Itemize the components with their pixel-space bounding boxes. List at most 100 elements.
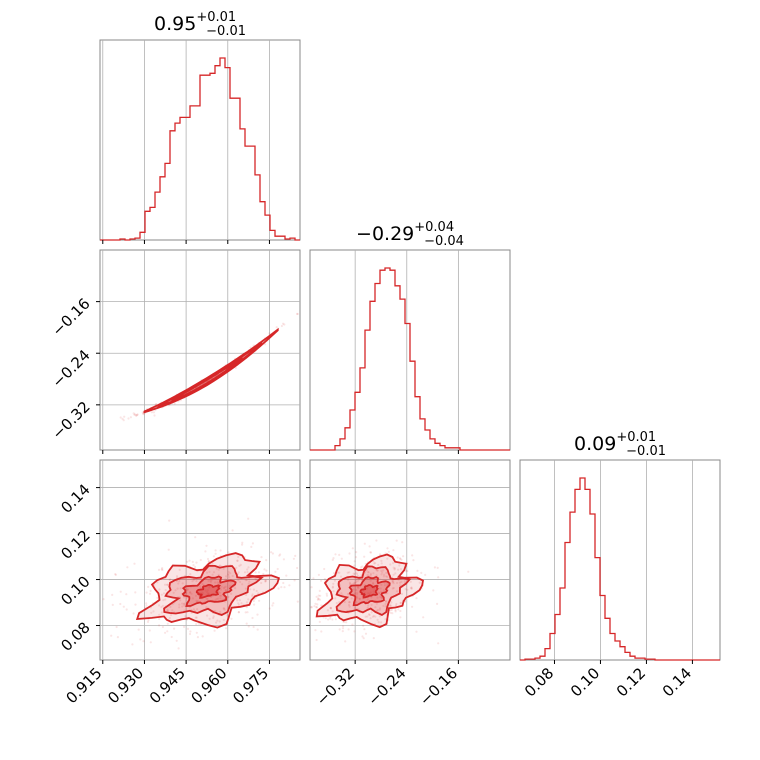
pair-p0-p2-point [219,564,222,567]
pair-p0-p2-point [245,606,248,609]
y-tick-label-p1: −0.16 [48,295,93,340]
pair-p1-p2-point [353,572,356,576]
pair-p0-p2-point [164,598,167,601]
pair-p0-p1-point [122,419,125,422]
pair-p1-p2-point [338,553,341,557]
pair-p1-p2-point [376,609,379,612]
pair-p0-p2-point [271,604,274,607]
pair-p1-p2-point [372,572,375,575]
pair-p0-p2-point [116,636,119,639]
pair-p1-p2-point [376,596,379,599]
x-tick-label-p0: 0.930 [104,664,147,707]
pair-p0-p2-point [166,583,169,586]
pair-p1-p2-point [422,616,425,619]
pair-p0-p2-point [196,636,199,639]
pair-p0-p2-point [255,589,258,593]
pair-p1-p2-point [403,580,406,583]
x-tick-label-p0: 0.960 [188,664,231,707]
y-tick-label-p2: 0.14 [57,481,93,517]
pair-p1-p2-point [318,589,321,593]
pair-p0-p2-point [248,580,251,583]
pair-p0-p2-point [201,591,204,594]
pair-p1-p2-point [356,574,359,577]
pair-p0-p2-point [237,555,240,559]
pair-p0-p2-point [178,568,181,572]
pair-p0-p1-point [150,411,153,414]
pair-p1-p2-point [315,606,318,609]
pair-p1-p2-point [374,615,377,618]
pair-p1-p2-point [437,576,440,579]
pair-p1-p2-point [354,581,357,585]
pair-p0-p2-point [247,598,250,601]
pair-p0-p2-point [164,583,167,586]
pair-p1-p2-point [386,582,389,585]
pair-p0-p2-point [239,580,242,584]
pair-p1-p2-point [310,586,313,589]
pair-p0-p2-point [237,603,241,607]
pair-p1-p2-point [396,581,399,585]
panel-scatter-p0-p1 [99,249,301,451]
pair-p1-p2-point [384,605,387,608]
pair-p1-p2-point [310,606,313,609]
pair-p1-p2-point [340,557,343,560]
pair-p1-p2-point [367,604,370,607]
pair-p0-p2-point [216,619,219,622]
pair-p0-p2-point [147,585,150,589]
pair-p1-p2-point [377,563,380,567]
pair-p1-p2-point [380,569,383,573]
pair-p1-p2-point [323,578,327,581]
pair-p1-p2-point [385,575,388,578]
pair-p0-p2-point [195,561,198,564]
pair-p1-p2-point [392,573,395,576]
pair-p1-p2-point [384,602,387,606]
pair-p0-p2-point [206,557,210,561]
x-tick-label-p0: 0.945 [146,664,189,707]
pair-p1-p2-point [355,595,358,598]
pair-p0-p2-point [212,615,215,618]
pair-p1-p2-point [343,620,346,624]
pair-p1-p2-point [381,571,384,574]
pair-p1-p2-point [350,597,353,600]
pair-p1-p2-point [386,575,389,579]
pair-p0-p2-point [206,589,209,592]
pair-p1-p2-point [366,573,369,577]
pair-p0-p1-point [268,332,271,335]
pair-p1-p2-point [323,567,326,571]
pair-p1-p2-point [363,555,366,558]
pair-p0-p2-point [234,587,237,590]
pair-p0-p2-point [214,609,217,613]
pair-p0-p2-point [241,583,244,586]
pair-p1-p2-point [331,558,334,562]
pair-p1-p2-point [375,568,378,572]
pair-p1-p2-point [395,539,398,542]
pair-p0-p2-point [142,640,145,643]
pair-p0-p2-point [250,545,253,549]
pair-p0-p2-point [208,586,211,589]
pair-p1-p2-point [334,618,337,621]
pair-p0-p2-point [243,571,247,574]
pair-p1-p2-point [399,557,402,561]
pair-p0-p2-contour-3 [181,575,237,608]
pair-p0-p2-point [167,548,170,551]
pair-p1-p2-point [357,587,360,590]
pair-p0-p2-point [192,608,195,611]
pair-p0-p2-point [125,608,128,611]
pair-p1-p2-point [367,592,370,595]
pair-p1-p2-point [343,600,346,604]
pair-p1-p2-point [386,592,389,595]
pair-p1-p2-point [364,632,368,635]
pair-p0-p2-point [173,627,176,630]
pair-p1-p2-point [362,637,365,640]
pair-p0-p2-point [162,592,166,595]
pair-p0-p2-point [238,564,241,568]
pair-p0-p2-point [114,573,117,577]
pair-p0-p1-point [136,413,139,416]
pair-p0-p2-point [146,620,150,624]
pair-p0-p2-point [208,570,211,574]
pair-p1-p2-point [400,558,403,561]
pair-p0-p2-point [216,581,219,584]
pair-p1-p2-point [329,606,333,610]
pair-p0-p2-point [158,624,161,627]
pair-p0-p2-point [224,589,227,592]
pair-p1-p2-point [369,551,373,554]
